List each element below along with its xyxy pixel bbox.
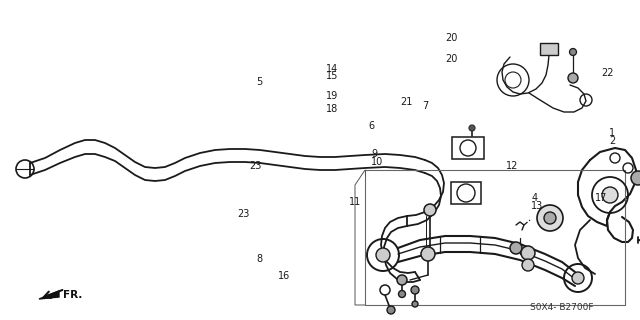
Text: 2: 2 [609,136,616,146]
FancyArrowPatch shape [44,290,63,298]
Text: 17: 17 [595,193,607,203]
Circle shape [568,73,578,83]
Text: 5: 5 [256,76,262,87]
Text: 9: 9 [371,148,378,159]
Text: 14: 14 [326,64,339,74]
Text: 22: 22 [602,68,614,78]
Text: 1: 1 [609,128,616,138]
Bar [451,182,481,204]
Circle shape [631,171,640,185]
Text: 4: 4 [531,193,538,204]
Circle shape [522,259,534,271]
Text: 19: 19 [326,91,339,101]
Circle shape [602,187,618,203]
Text: 8: 8 [256,254,262,264]
Text: 13: 13 [531,201,543,211]
Text: 7: 7 [422,100,429,111]
Circle shape [411,286,419,294]
Polygon shape [39,291,59,299]
Circle shape [421,247,435,261]
Text: 20: 20 [445,33,457,43]
Text: 18: 18 [326,104,339,114]
Text: 11: 11 [349,196,361,207]
Circle shape [572,272,584,284]
Text: FR.: FR. [63,290,83,300]
Circle shape [521,246,535,260]
Text: S0X4- B2700F: S0X4- B2700F [530,303,593,313]
Circle shape [387,306,395,314]
Bar [452,137,484,159]
Circle shape [399,291,406,298]
Text: 21: 21 [400,97,412,108]
Circle shape [469,125,475,131]
Text: 12: 12 [506,161,518,172]
Circle shape [544,212,556,224]
Text: 10: 10 [371,156,383,167]
Circle shape [376,248,390,262]
Circle shape [397,275,407,285]
Circle shape [570,49,577,55]
Text: 23: 23 [250,161,262,172]
Text: 23: 23 [237,209,249,220]
Text: 15: 15 [326,71,339,81]
Circle shape [412,301,418,307]
Circle shape [510,242,522,254]
Text: 6: 6 [368,121,374,132]
Circle shape [537,205,563,231]
Text: 20: 20 [445,54,457,64]
Bar [540,43,558,55]
Circle shape [424,204,436,216]
Text: 16: 16 [278,271,291,281]
